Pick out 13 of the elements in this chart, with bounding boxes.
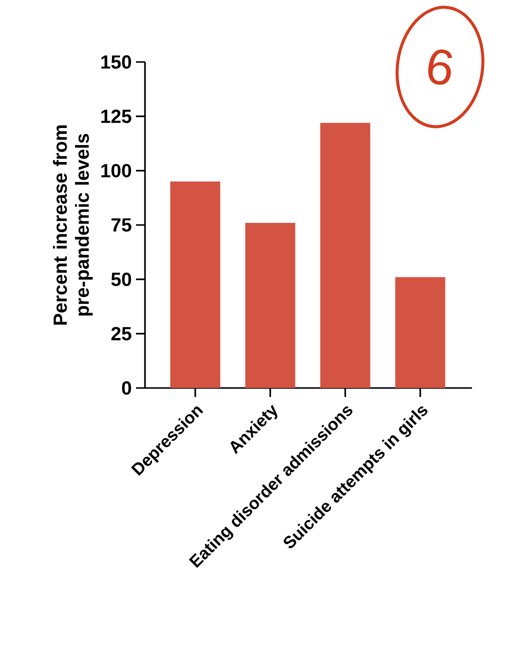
y-axis-title: Percent increase from pre-pandemic levels [52,125,93,325]
bar [170,182,220,388]
bar [320,122,370,388]
y-tick-label: 0 [122,381,132,395]
y-tick-label: 50 [111,272,132,286]
y-tick-label: 150 [101,55,132,69]
bar [245,222,296,388]
y-tick-label: 100 [101,164,132,178]
y-tick-label: 75 [112,218,132,232]
y-tick-label: 25 [111,326,132,340]
annotation: 6 [428,49,452,85]
bar [395,277,446,388]
y-tick-label: 125 [101,110,132,124]
